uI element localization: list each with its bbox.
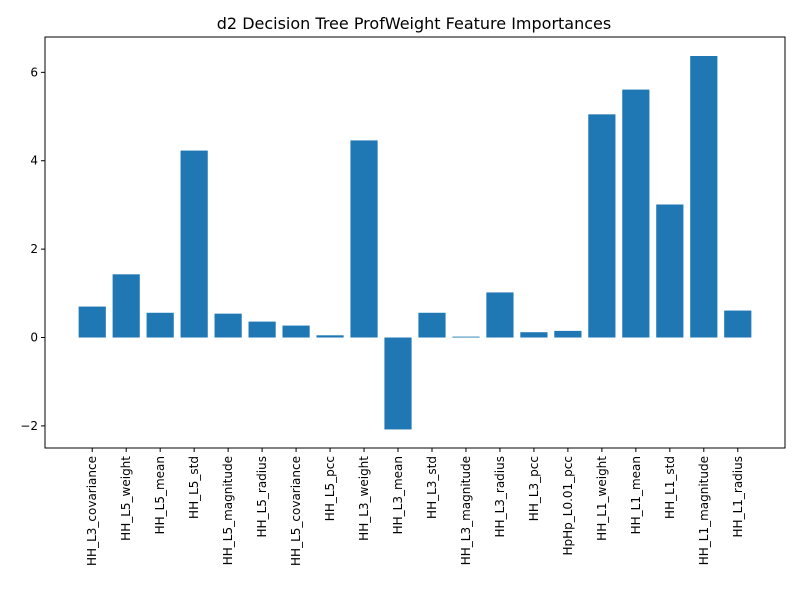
bar xyxy=(78,306,106,338)
y-tick-label: 2 xyxy=(30,242,38,256)
bar xyxy=(214,313,242,338)
x-tick-label: HH_L3_mean xyxy=(391,456,405,534)
bar xyxy=(248,321,276,338)
x-tick-label: HH_L1_radius xyxy=(731,456,745,537)
chart-title: d2 Decision Tree ProfWeight Feature Impo… xyxy=(217,14,611,33)
bars-group xyxy=(78,56,752,430)
x-tick-label: HH_L3_pcc xyxy=(527,456,541,521)
y-axis: −2 0 2 4 6 xyxy=(20,65,45,433)
x-tick-label: HH_L5_radius xyxy=(255,456,269,537)
bar xyxy=(112,274,140,338)
bar xyxy=(690,56,718,338)
x-tick-label: HH_L1_std xyxy=(663,456,677,519)
bar xyxy=(520,332,548,338)
bar xyxy=(554,330,582,338)
y-tick-label: 4 xyxy=(30,154,38,168)
bar xyxy=(452,336,480,338)
bar xyxy=(316,335,344,338)
x-tick-label: HpHp_L0.01_pcc xyxy=(561,456,575,556)
x-tick-label: HH_L5_pcc xyxy=(323,456,337,521)
bar xyxy=(724,310,752,338)
x-tick-label: HH_L3_covariance xyxy=(85,456,99,566)
x-tick-label: HH_L1_mean xyxy=(629,456,643,534)
x-tick-label: HH_L5_weight xyxy=(119,456,133,541)
bar xyxy=(146,312,174,338)
bar xyxy=(350,140,378,338)
x-tick-label: HH_L5_magnitude xyxy=(221,456,235,565)
x-tick-label: HH_L3_magnitude xyxy=(459,456,473,565)
bar xyxy=(588,114,616,338)
bar xyxy=(622,89,650,338)
y-tick-label: −2 xyxy=(20,419,38,433)
bar xyxy=(656,204,684,338)
y-tick-label: 6 xyxy=(30,65,38,79)
bar xyxy=(180,150,208,338)
x-tick-label: HH_L3_std xyxy=(425,456,439,519)
y-tick-label: 0 xyxy=(30,331,38,345)
bar xyxy=(384,337,412,430)
x-tick-label: HH_L1_weight xyxy=(595,456,609,541)
bar xyxy=(418,312,446,338)
x-tick-label: HH_L1_magnitude xyxy=(697,456,711,565)
x-tick-label: HH_L5_mean xyxy=(153,456,167,534)
x-axis: HH_L3_covariance HH_L5_weight HH_L5_mean HH… xyxy=(85,448,745,566)
x-tick-label: HH_L3_weight xyxy=(357,456,371,541)
bar xyxy=(282,325,310,338)
x-tick-label: HH_L5_covariance xyxy=(289,456,303,566)
x-tick-label: HH_L3_radius xyxy=(493,456,507,537)
plot-frame xyxy=(44,36,786,449)
bar xyxy=(486,292,514,338)
x-tick-label: HH_L5_std xyxy=(187,456,201,519)
